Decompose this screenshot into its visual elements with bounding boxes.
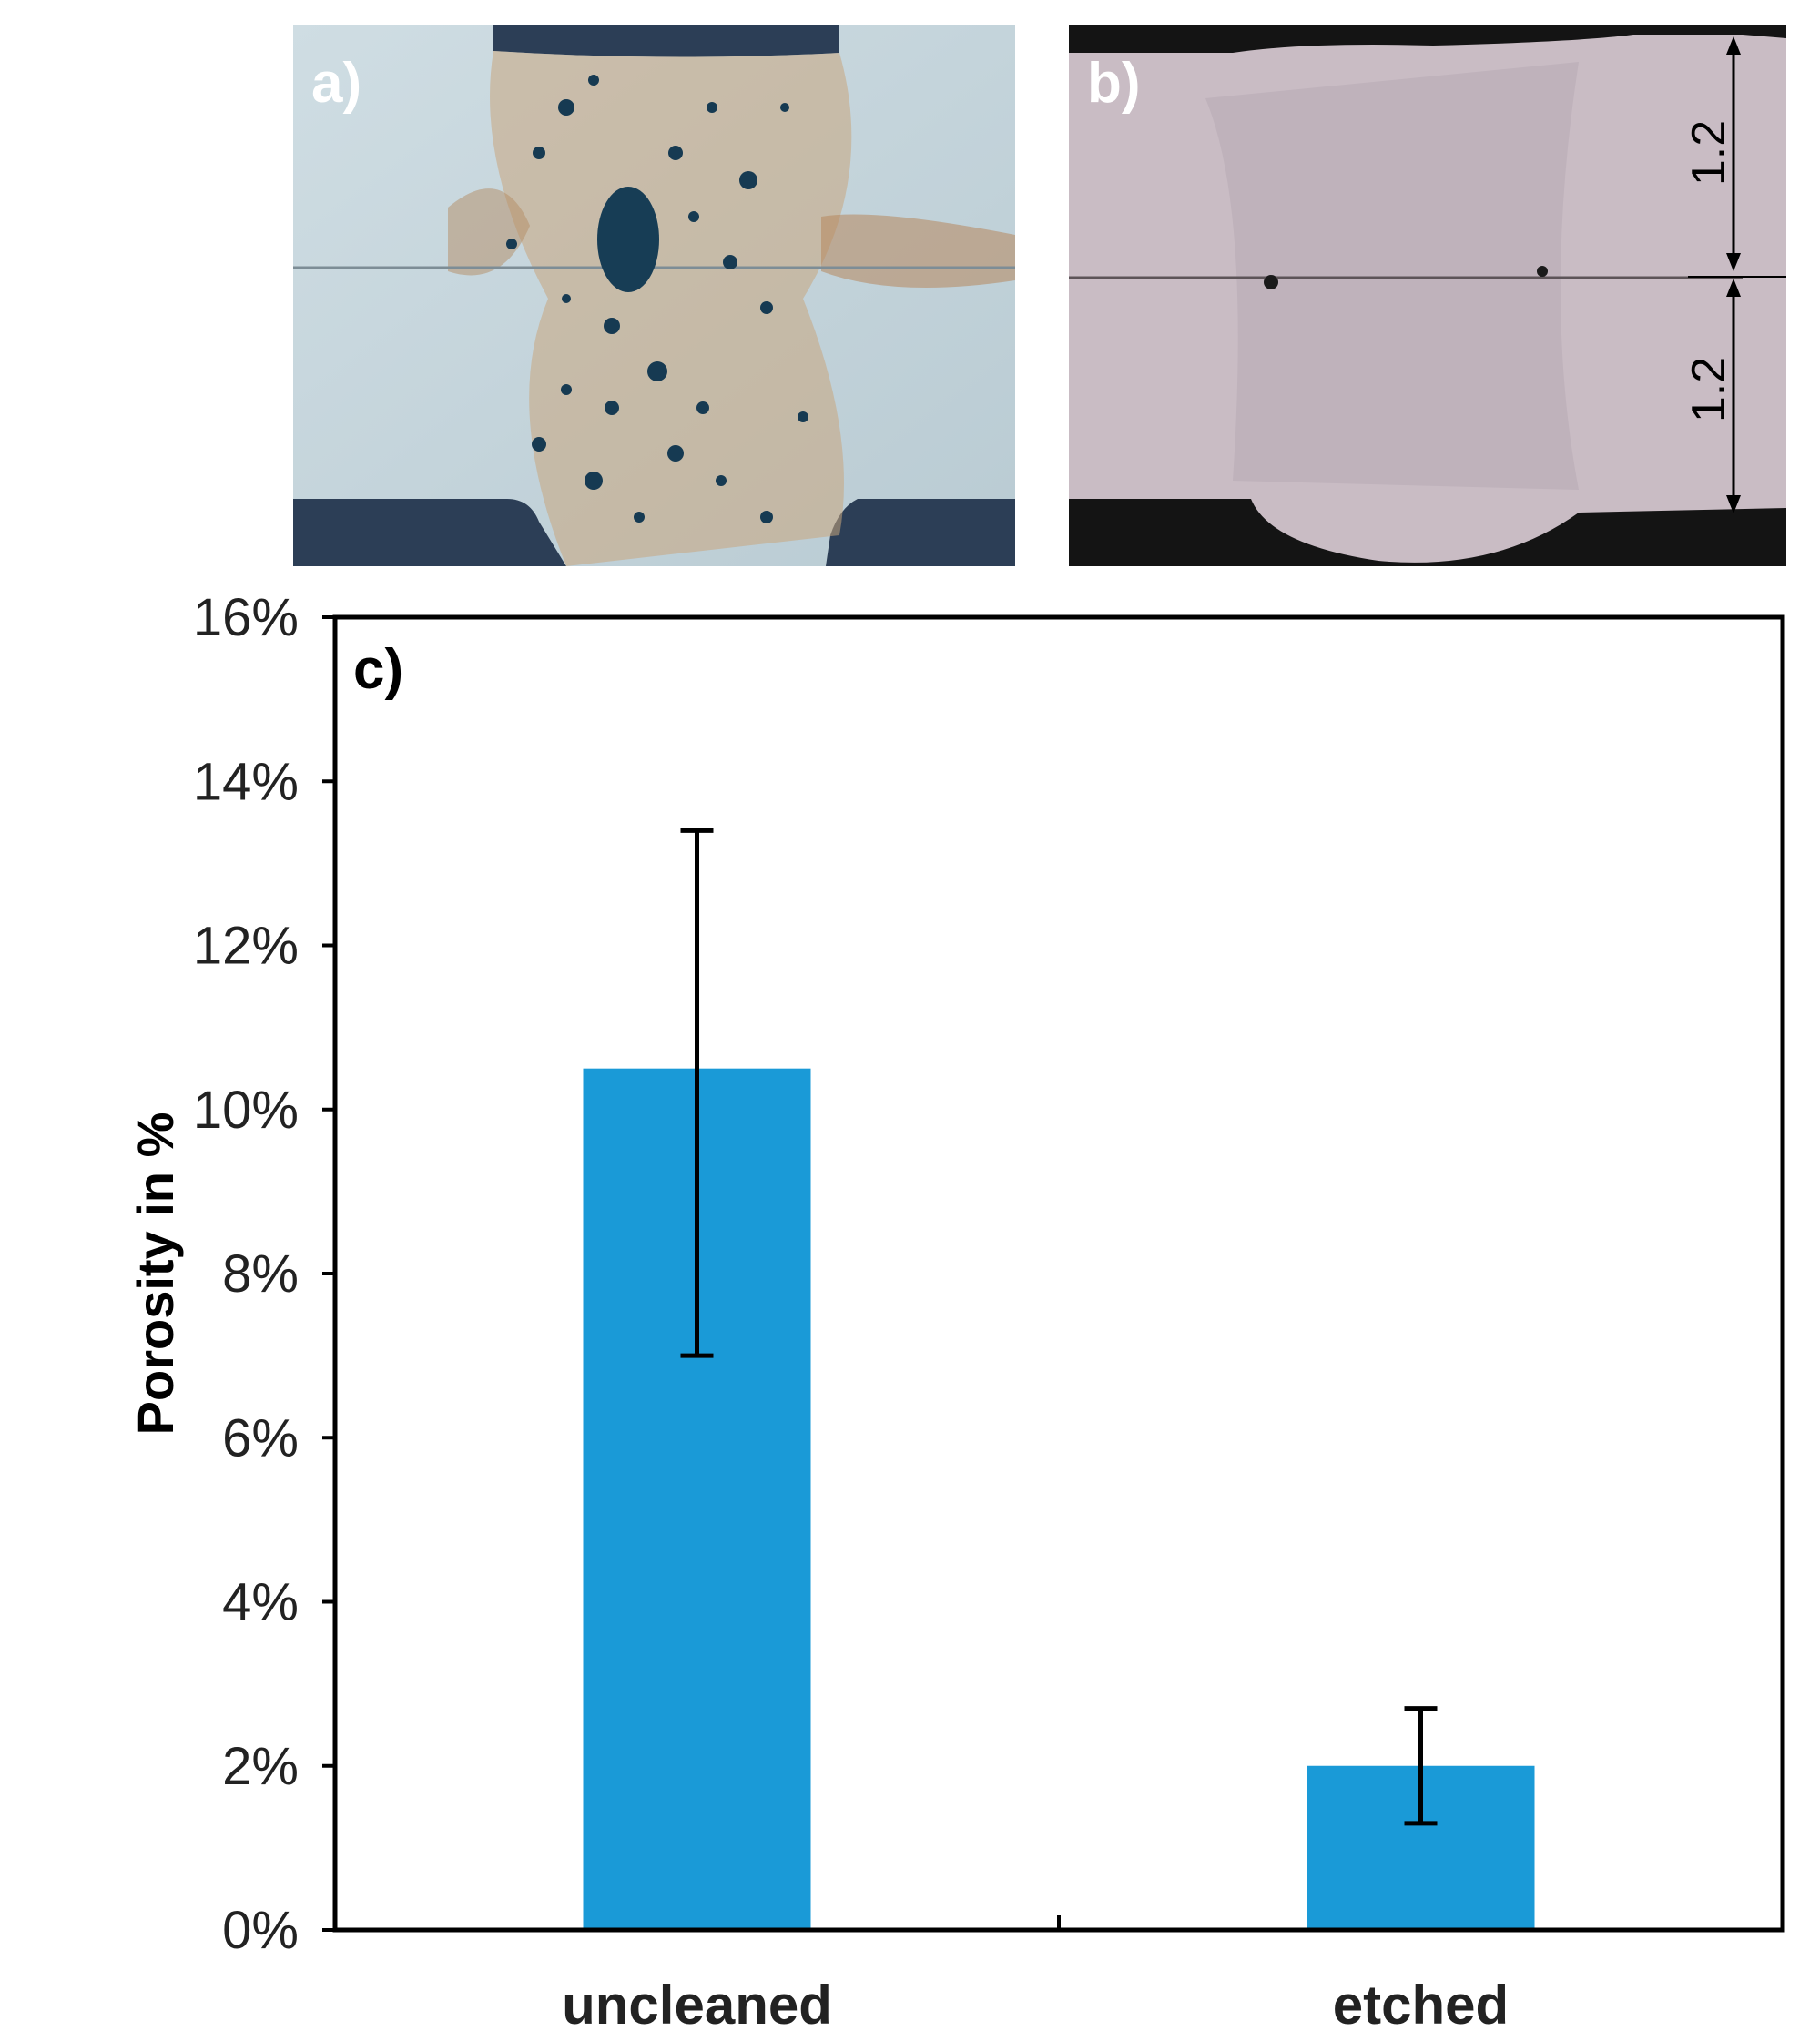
thickness-dimension-arrows: 1.2 1.2 (1688, 36, 1786, 513)
error-bars (680, 828, 1438, 1826)
thickness-label-upper: 1.2 (1688, 120, 1735, 186)
y-tick-label: 8% (222, 1244, 299, 1304)
x-category-label: uncleaned (562, 1975, 832, 2036)
y-tick-label: 10% (193, 1081, 299, 1140)
x-category-label: etched (1333, 1975, 1509, 2036)
y-axis-ticks: 0% 2% 4% 6% 8% 10% 12% 14% 16% (193, 588, 335, 1960)
y-tick-label: 2% (222, 1737, 299, 1796)
micrograph-etched-image (1069, 25, 1786, 566)
x-axis-labels: uncleaned etched (562, 1915, 1509, 2036)
bars (583, 1068, 1535, 1930)
micrograph-etched: b) 1.2 1.2 (1069, 25, 1786, 566)
y-axis-label: Porosity in % (127, 1112, 184, 1436)
panel-a-label: a) (311, 52, 362, 115)
micrograph-uncleaned: a) (293, 25, 1015, 566)
y-tick-label: 6% (222, 1408, 299, 1467)
y-tick-label: 0% (222, 1901, 299, 1960)
y-tick-label: 14% (193, 752, 299, 811)
y-tick-label: 4% (222, 1573, 299, 1632)
plot-frame (332, 614, 1785, 1933)
porosity-bar-chart: 0% 2% 4% 6% 8% 10% 12% 14% 16% uncleaned etched P… (127, 588, 1785, 2036)
panel-c-label: c) (353, 638, 403, 701)
y-tick-label: 16% (193, 588, 299, 647)
thickness-label-lower: 1.2 (1688, 357, 1735, 422)
y-tick-label: 12% (193, 917, 299, 976)
panel-b-label: b) (1087, 52, 1141, 115)
micrograph-uncleaned-image (293, 25, 1015, 566)
